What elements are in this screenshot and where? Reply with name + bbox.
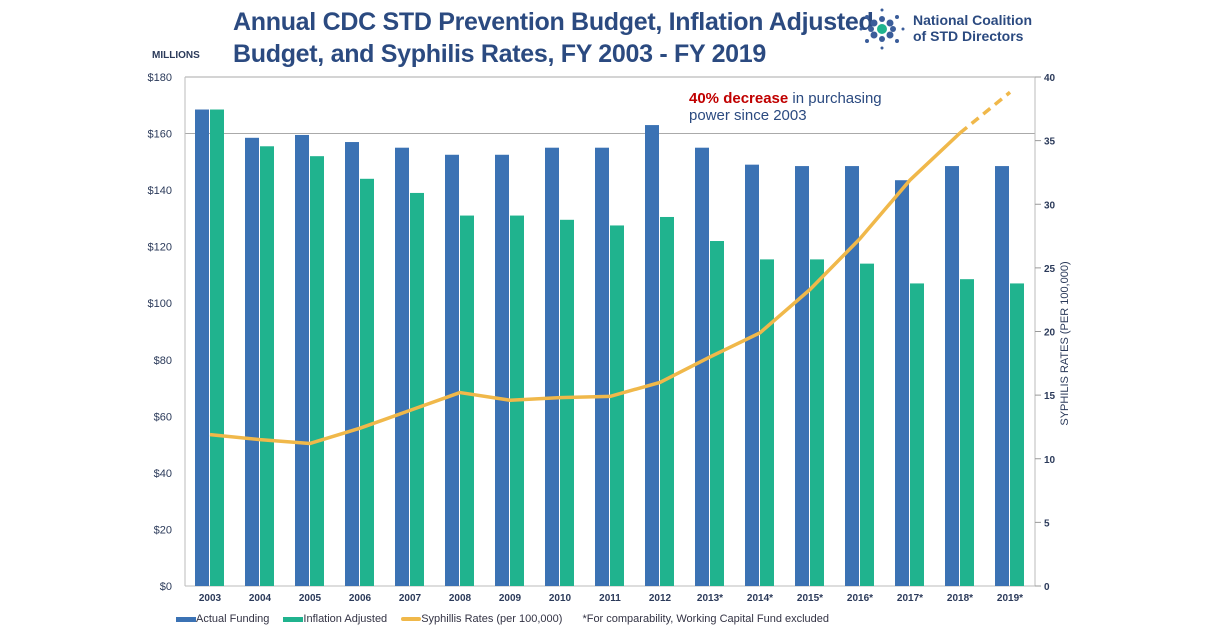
bar-actual-funding bbox=[345, 142, 359, 587]
x-tick-label: 2003 bbox=[199, 593, 222, 604]
left-tick-label: $80 bbox=[154, 355, 172, 367]
annotation-text: in purchasing bbox=[788, 90, 882, 107]
x-tick-label: 2009 bbox=[499, 593, 522, 604]
title-line-2: Budget, and Syphilis Rates, FY 2003 - FY… bbox=[233, 40, 766, 68]
x-tick-label: 2012 bbox=[649, 593, 672, 604]
logo-burst-icon bbox=[859, 8, 905, 50]
right-tick-label: 15 bbox=[1044, 391, 1056, 402]
bar-actual-funding bbox=[595, 147, 609, 586]
bar-actual-funding bbox=[945, 166, 959, 586]
left-tick-label: $100 bbox=[148, 298, 172, 310]
legend-inflation: Inflation Adjusted bbox=[283, 613, 387, 625]
logo-line-2: of STD Directors bbox=[913, 28, 1024, 44]
syphilis-line-projected bbox=[958, 90, 1012, 135]
x-tick-label: 2010 bbox=[549, 593, 572, 604]
legend: Actual Funding Inflation Adjusted Syphil… bbox=[176, 613, 829, 625]
x-tick-label: 2017* bbox=[897, 593, 923, 604]
left-tick-label: $60 bbox=[154, 411, 172, 423]
bar-inflation-adjusted bbox=[410, 192, 424, 586]
bar-actual-funding bbox=[445, 154, 459, 586]
bar-actual-funding bbox=[995, 166, 1009, 586]
bar-inflation-adjusted bbox=[760, 259, 774, 586]
syphilis-line bbox=[209, 131, 962, 446]
right-tick-label: 0 bbox=[1044, 582, 1050, 593]
bar-inflation-adjusted bbox=[610, 225, 624, 587]
title-line-1: Annual CDC STD Prevention Budget, Inflat… bbox=[233, 8, 874, 36]
right-tick-label: 40 bbox=[1044, 73, 1056, 84]
annotation-highlight: 40% decrease bbox=[689, 90, 789, 107]
bar-inflation-adjusted bbox=[710, 241, 724, 586]
x-tick-label: 2018* bbox=[947, 593, 973, 604]
x-tick-label: 2019* bbox=[997, 593, 1023, 604]
x-tick-label: 2013* bbox=[697, 593, 723, 604]
bar-inflation-adjusted bbox=[360, 178, 374, 587]
bar-actual-funding bbox=[295, 134, 309, 586]
left-tick-label: $40 bbox=[154, 468, 172, 480]
ncsd-logo: National Coalition of STD Directors bbox=[855, 4, 1035, 54]
right-tick-label: 20 bbox=[1044, 328, 1056, 339]
chart-title: Annual CDC STD Prevention Budget, Inflat… bbox=[233, 6, 874, 70]
bar-inflation-adjusted bbox=[1010, 283, 1024, 586]
bar-actual-funding bbox=[845, 166, 859, 586]
annotation: 40% decrease in purchasing power since 20… bbox=[689, 90, 882, 124]
right-tick-label: 25 bbox=[1044, 264, 1056, 275]
legend-actual: Actual Funding bbox=[176, 613, 269, 625]
bar-inflation-adjusted bbox=[860, 263, 874, 586]
bar-actual-funding bbox=[795, 166, 809, 586]
x-tick-label: 2015* bbox=[797, 593, 823, 604]
bar-inflation-adjusted bbox=[560, 219, 574, 586]
annotation-line-2: power since 2003 bbox=[689, 107, 807, 124]
bar-inflation-adjusted bbox=[210, 109, 224, 587]
bar-inflation-adjusted bbox=[960, 279, 974, 586]
bar-actual-funding bbox=[495, 154, 509, 586]
legend-label: Actual Funding bbox=[196, 613, 270, 625]
bar-actual-funding bbox=[645, 125, 659, 587]
bar-actual-funding bbox=[245, 137, 259, 586]
logo-line-1: National Coalition bbox=[913, 12, 1032, 28]
footnote: *For comparability, Working Capital Fund… bbox=[582, 613, 830, 625]
right-tick-label: 5 bbox=[1044, 518, 1050, 529]
left-tick-label: $120 bbox=[148, 242, 172, 254]
right-axis-title: SYPHILIS RATES (PER 100,000) bbox=[1059, 261, 1071, 425]
bar-inflation-adjusted bbox=[460, 215, 474, 587]
left-tick-label: $20 bbox=[154, 524, 172, 536]
right-tick-label: 35 bbox=[1044, 137, 1056, 148]
bar-actual-funding bbox=[745, 164, 759, 586]
legend-label: Syphillis Rates (per 100,000) bbox=[421, 613, 563, 625]
x-tick-label: 2008 bbox=[449, 593, 472, 604]
left-tick-label: $140 bbox=[148, 185, 172, 197]
x-tick-label: 2006 bbox=[349, 593, 372, 604]
right-tick-label: 30 bbox=[1044, 200, 1056, 211]
bar-actual-funding bbox=[695, 147, 709, 586]
left-tick-label: $180 bbox=[148, 72, 172, 84]
bar-inflation-adjusted bbox=[910, 283, 924, 586]
bar-actual-funding bbox=[545, 147, 559, 586]
left-axis-unit: MILLIONS bbox=[152, 50, 200, 61]
bar-actual-funding bbox=[895, 180, 909, 587]
x-tick-label: 2007 bbox=[399, 593, 422, 604]
bar-actual-funding bbox=[195, 109, 209, 587]
bar-inflation-adjusted bbox=[810, 259, 824, 586]
x-tick-label: 2016* bbox=[847, 593, 873, 604]
x-tick-label: 2005 bbox=[299, 593, 322, 604]
x-tick-label: 2004 bbox=[249, 593, 272, 604]
right-tick-label: 10 bbox=[1044, 455, 1056, 466]
legend-label: Inflation Adjusted bbox=[303, 613, 388, 625]
bar-inflation-adjusted bbox=[660, 216, 674, 586]
x-tick-label: 2011 bbox=[599, 593, 621, 604]
left-tick-label: $160 bbox=[148, 129, 172, 141]
bar-inflation-adjusted bbox=[310, 156, 324, 586]
left-tick-label: $0 bbox=[160, 581, 172, 593]
x-tick-label: 2014* bbox=[747, 593, 773, 604]
legend-syphilis: Syphillis Rates (per 100,000) bbox=[401, 613, 562, 625]
bar-inflation-adjusted bbox=[260, 146, 274, 586]
bar-actual-funding bbox=[395, 147, 409, 586]
